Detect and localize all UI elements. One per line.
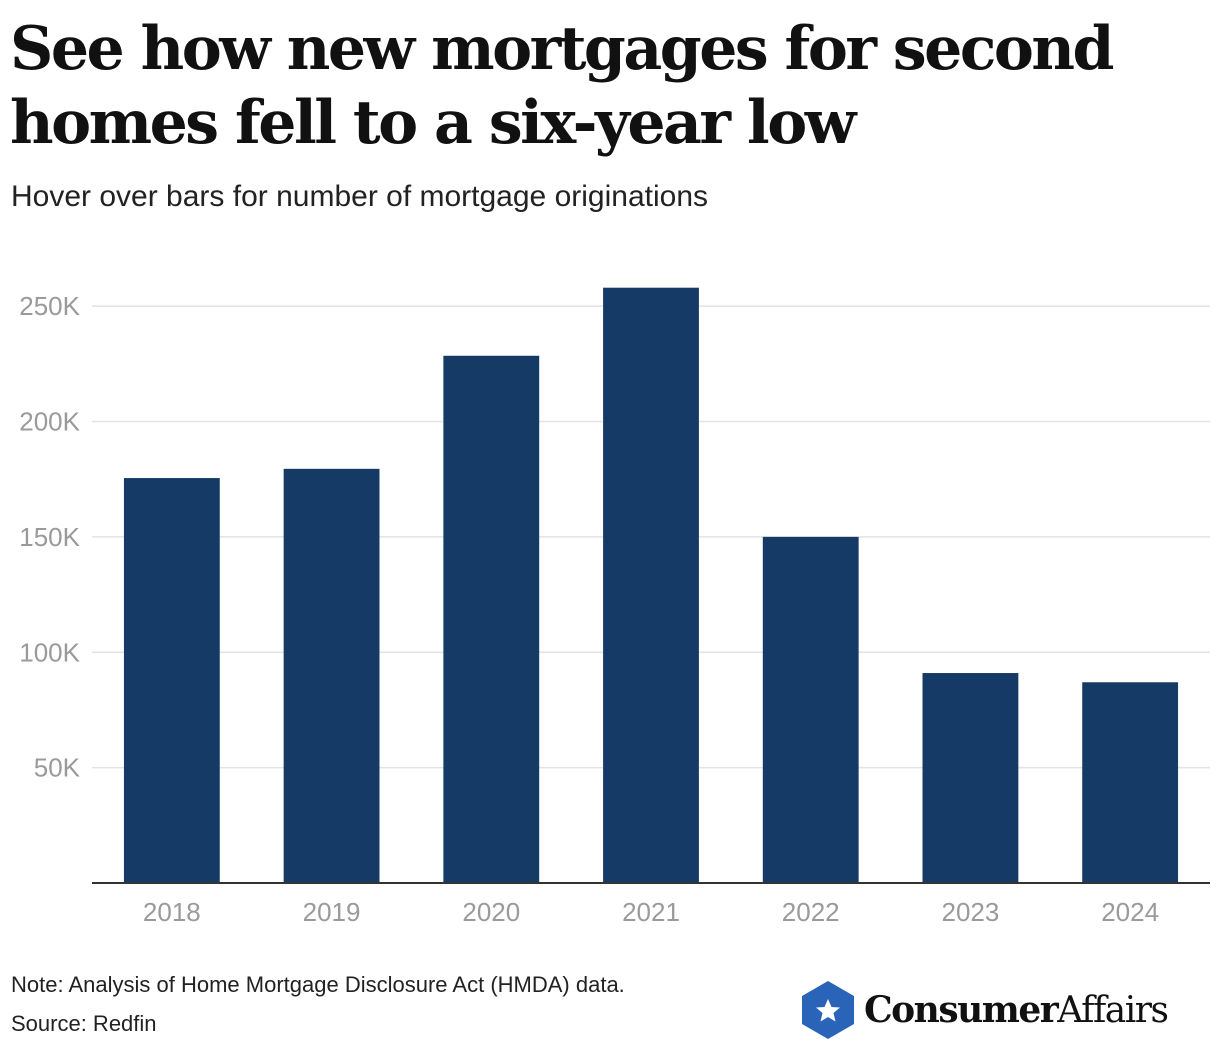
bar-2022[interactable] xyxy=(762,536,859,883)
y-tick-label: 200K xyxy=(19,407,80,437)
source-line: Source: Redfin xyxy=(11,1011,157,1036)
chart-subtitle: Hover over bars for number of mortgage o… xyxy=(11,180,709,213)
x-tick-label: 2021 xyxy=(622,897,680,927)
bar-2021[interactable] xyxy=(603,287,699,883)
y-tick-label: 100K xyxy=(19,637,80,667)
y-axis-ticks: 50K 100K 150K 200K 250K xyxy=(19,291,80,782)
footnote: Note: Analysis of Home Mortgage Disclosu… xyxy=(11,972,625,997)
x-axis-ticks: 2018 2019 2020 2021 2022 2023 2024 xyxy=(143,897,1159,927)
chart-title: See how new mortgages for second homes f… xyxy=(10,14,1114,158)
consumeraffairs-logo: ConsumerAffairs xyxy=(800,978,1169,1042)
bar-2019[interactable] xyxy=(283,468,380,883)
bar-2024[interactable] xyxy=(1082,682,1179,883)
logo-word-consumer: Consumer xyxy=(864,989,1059,1031)
y-tick-label: 150K xyxy=(19,522,80,552)
bars xyxy=(123,287,1179,883)
x-tick-label: 2020 xyxy=(462,897,520,927)
x-tick-label: 2018 xyxy=(143,897,201,927)
bar-2018[interactable] xyxy=(123,478,220,883)
x-tick-label: 2022 xyxy=(782,897,840,927)
bar-2023[interactable] xyxy=(922,673,1019,883)
x-tick-label: 2019 xyxy=(303,897,361,927)
bar-chart: 50K 100K 150K 200K 250K 2018 2019 2020 2021 2022… xyxy=(19,287,1210,927)
x-tick-label: 2024 xyxy=(1101,897,1159,927)
x-tick-label: 2023 xyxy=(942,897,1000,927)
y-tick-label: 50K xyxy=(34,753,81,783)
y-tick-label: 250K xyxy=(19,291,80,321)
bar-2020[interactable] xyxy=(443,355,540,883)
logo-wordmark: ConsumerAffairs xyxy=(864,989,1169,1031)
logo-word-affairs: Affairs xyxy=(1057,990,1169,1031)
star-badge-icon xyxy=(802,981,854,1039)
